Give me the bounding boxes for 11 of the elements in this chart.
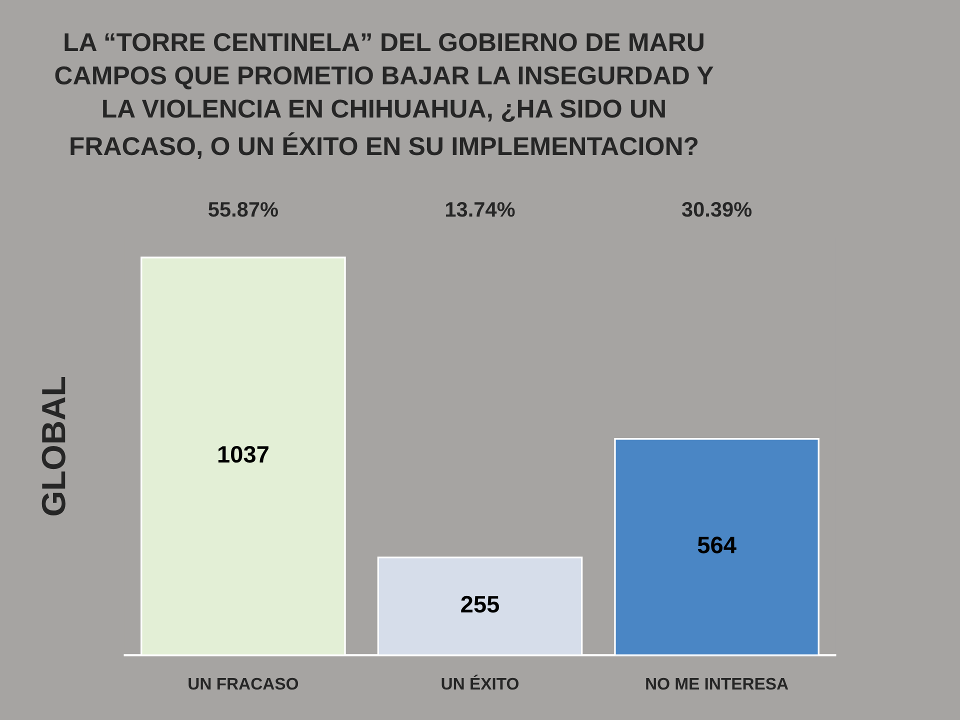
x-tick-label: NO ME INTERESA — [646, 678, 788, 690]
x-tick-label: UN FRACASO — [188, 678, 298, 690]
data-label: 255 — [461, 596, 500, 613]
text: 55.87% — [208, 202, 278, 217]
chart-title: LA “TORRE CENTINELA” DEL GOBIERNO DE MARU CAMPOS QUE PROMETIO BAJAR LA INSEGURDAD Y LA VIOLENCIA EN CHIHUAHUA, ¿HA SIDO UN FRACASO, O UN ÉXITO EN SU IMPLEMENTACION? — [55, 33, 714, 159]
x-tick-label: UN ÉXITO — [442, 674, 519, 690]
text: 30.39% — [682, 202, 752, 217]
y-axis-title: GLOBAL — [42, 377, 66, 516]
data-label: 564 — [698, 536, 736, 554]
data-label: 1037 — [218, 446, 268, 463]
text: 13.74% — [446, 202, 515, 217]
